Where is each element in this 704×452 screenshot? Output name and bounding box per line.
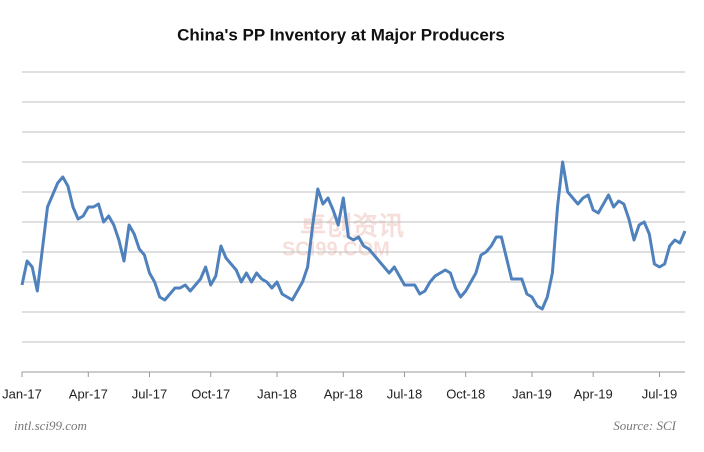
x-tick-label: Jul-19 xyxy=(642,386,677,401)
source: Source: SCI xyxy=(613,418,676,433)
x-tick-label: Jan-17 xyxy=(2,386,42,401)
x-tick-label: Jan-18 xyxy=(257,386,297,401)
line-series xyxy=(20,160,687,311)
x-tick-label: Oct-18 xyxy=(446,386,485,401)
x-tick-label: Apr-18 xyxy=(324,386,363,401)
x-tick-label: Jul-17 xyxy=(132,386,167,401)
x-tick-label: Jan-19 xyxy=(512,386,552,401)
watermark: 卓创资讯 xyxy=(300,211,404,241)
chart-title: China's PP Inventory at Major Producers xyxy=(177,25,505,44)
x-tick-label: Apr-17 xyxy=(69,386,108,401)
website: intl.sci99.com xyxy=(14,418,87,433)
x-tick-label: Jul-18 xyxy=(387,386,422,401)
x-tick-label: Apr-19 xyxy=(574,386,613,401)
x-tick-label: Oct-17 xyxy=(191,386,230,401)
